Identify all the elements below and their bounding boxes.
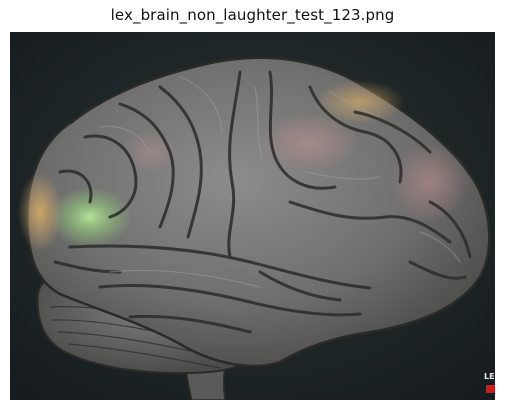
corner-logo-text: LE [484,372,495,381]
brain-illustration [10,32,495,400]
figure-title: lex_brain_non_laughter_test_123.png [110,6,395,24]
corner-logo-mark [486,385,495,393]
brain-image: LE [10,32,495,400]
